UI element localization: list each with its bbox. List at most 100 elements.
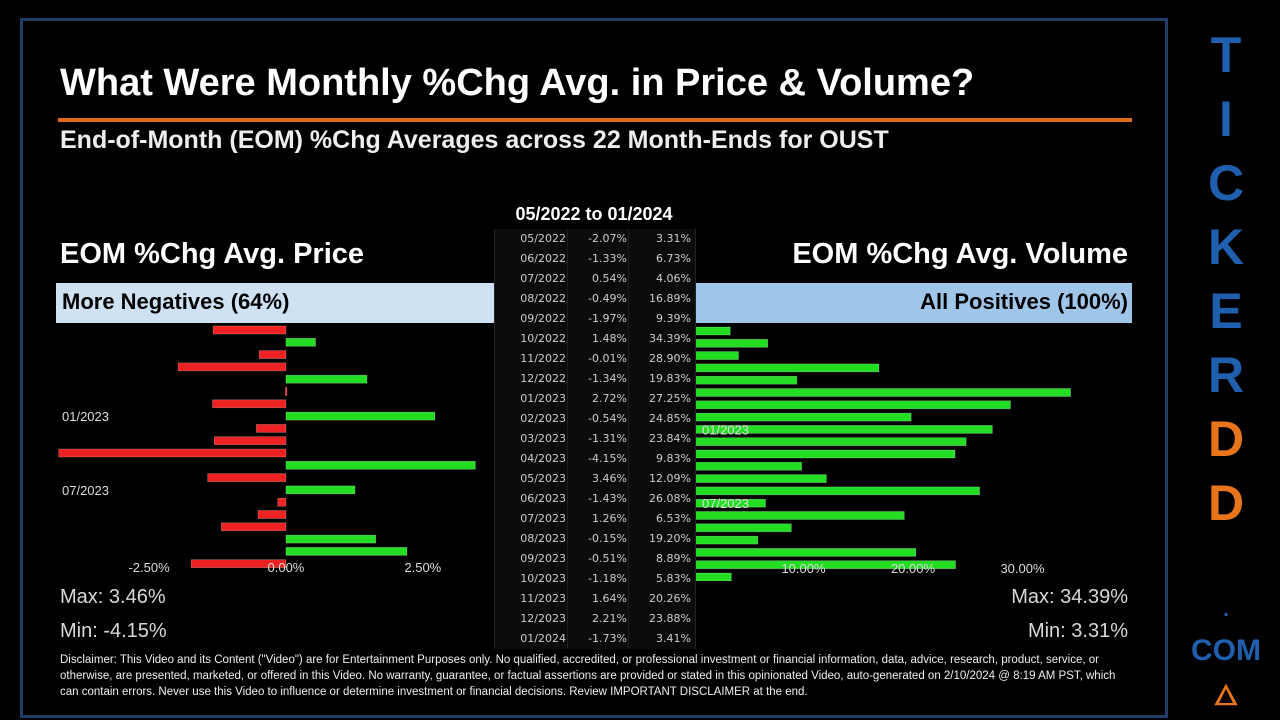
volume-tick-label: 30.00% [1000, 561, 1045, 576]
price-bar [285, 534, 377, 544]
brand-letter: K [1207, 219, 1245, 275]
volume-cell: 3.31% [656, 232, 691, 245]
table-row: 02/2023 -0.54% 24.85% [495, 409, 695, 429]
price-marker-label: 07/2023 [62, 483, 109, 498]
price-cell: 2.21% [592, 612, 627, 625]
price-cell: 1.26% [592, 512, 627, 525]
month-cell: 04/2023 [520, 452, 566, 465]
volume-cell: 34.39% [649, 332, 691, 345]
price-cell: 0.54% [592, 272, 627, 285]
volume-bar [694, 326, 731, 336]
price-cell: -0.51% [588, 552, 627, 565]
volume-marker-label: 01/2023 [702, 422, 749, 437]
month-cell: 11/2023 [520, 592, 566, 605]
month-cell: 08/2022 [520, 292, 566, 305]
volume-cell: 5.83% [656, 572, 691, 585]
price-cell: -0.54% [588, 412, 627, 425]
brand-letter: R [1207, 347, 1245, 403]
month-cell: 09/2022 [520, 312, 566, 325]
price-cell: -2.07% [588, 232, 627, 245]
volume-tick-label: 10.00% [781, 561, 826, 576]
price-tick-label: 0.00% [268, 560, 305, 575]
brand-letter: I [1219, 91, 1233, 147]
volume-bar [694, 462, 802, 471]
table-row: 11/2022 -0.01% 28.90% [495, 349, 695, 369]
volume-summary-band: All Positives (100%) [694, 283, 1132, 323]
disclaimer-text: Disclaimer: This Video and its Content (… [60, 654, 1116, 698]
volume-cell: 23.88% [649, 612, 691, 625]
page-title: What Were Monthly %Chg Avg. in Price & V… [60, 62, 975, 104]
volume-cell: 28.90% [649, 352, 691, 365]
price-cell: -1.33% [588, 252, 627, 265]
volume-cell: 9.39% [656, 312, 691, 325]
table-row: 01/2024 -1.73% 3.41% [495, 629, 695, 649]
price-cell: -1.97% [588, 312, 627, 325]
price-bar [58, 448, 287, 458]
month-cell: 03/2023 [520, 432, 566, 445]
volume-bar [694, 388, 1071, 397]
price-bar-chart: -2.50% 0.00% 2.50% 01/2023 07/2023 [56, 323, 494, 581]
table-row: 05/2023 3.46% 12.09% [495, 469, 695, 489]
price-bar [285, 387, 288, 396]
volume-cell: 27.25% [649, 392, 691, 405]
volume-cell: 6.53% [656, 512, 691, 525]
warning-triangle-icon [1211, 680, 1241, 707]
volume-bar [694, 486, 980, 496]
price-cell: -0.49% [588, 292, 627, 305]
price-bar [213, 436, 287, 445]
table-row: 09/2023 -0.51% 8.89% [495, 549, 695, 569]
volume-bar [694, 425, 993, 434]
volume-bar [694, 351, 739, 360]
price-bar [285, 547, 408, 556]
volume-min: Min: 3.31% [1027, 620, 1128, 642]
month-cell: 09/2023 [520, 552, 566, 565]
volume-bar [694, 437, 967, 446]
price-bar [212, 399, 287, 409]
table-column-divider [567, 229, 568, 649]
volume-bar [694, 523, 792, 533]
price-cell: 1.64% [592, 592, 627, 605]
volume-bar [694, 535, 759, 545]
price-bar [285, 338, 316, 347]
volume-cell: 6.73% [656, 252, 691, 265]
volume-bar [694, 560, 956, 569]
table-row: 07/2022 0.54% 4.06% [495, 269, 695, 289]
price-cell: -1.18% [588, 572, 627, 585]
volume-cell: 19.83% [649, 372, 691, 385]
volume-bar [694, 474, 827, 483]
volume-tick-label: 20.00% [891, 561, 936, 576]
price-bar [285, 374, 368, 384]
volume-cell: 19.20% [649, 532, 691, 545]
page-subtitle: End-of-Month (EOM) %Chg Averages across … [60, 126, 889, 154]
brand-letter: T [1210, 27, 1242, 83]
table-row: 03/2023 -1.31% 23.84% [495, 429, 695, 449]
table-row: 06/2022 -1.33% 6.73% [495, 249, 695, 269]
table-row: 04/2023 -4.15% 9.83% [495, 449, 695, 469]
monthly-data-table: 05/2022 -2.07% 3.31% 06/2022 -1.33% 6.73% 07/2… [494, 229, 696, 649]
price-bar [285, 411, 436, 421]
month-cell: 08/2023 [520, 532, 566, 545]
tickerdd-brand: T I C K E R D D. COM [1172, 24, 1280, 720]
price-cell: -1.31% [588, 432, 627, 445]
volume-cell: 20.26% [649, 592, 691, 605]
table-row: 08/2022 -0.49% 16.89% [495, 289, 695, 309]
price-cell: 2.72% [592, 392, 627, 405]
table-row: 01/2023 2.72% 27.25% [495, 389, 695, 409]
volume-bar-chart: 10.00% 20.00% 30.00% 01/2023 07/2023 [694, 323, 1132, 581]
volume-bar [694, 498, 766, 508]
volume-bar [694, 572, 732, 581]
price-bar [257, 510, 287, 519]
volume-cell: 16.89% [649, 292, 691, 305]
price-tick-label: -2.50% [128, 560, 170, 575]
table-row: 06/2023 -1.43% 26.08% [495, 489, 695, 509]
volume-bar [694, 375, 798, 385]
price-section-title: EOM %Chg Avg. Price [60, 238, 365, 270]
brand-letter: C [1207, 155, 1245, 211]
volume-cell: 3.41% [656, 632, 691, 645]
volume-cell: 4.06% [656, 272, 691, 285]
date-range-label: 05/2022 to 01/2024 [515, 204, 673, 224]
title-divider [58, 118, 1132, 122]
volume-bar [694, 338, 768, 348]
price-bar [285, 485, 356, 495]
month-cell: 07/2022 [520, 272, 566, 285]
